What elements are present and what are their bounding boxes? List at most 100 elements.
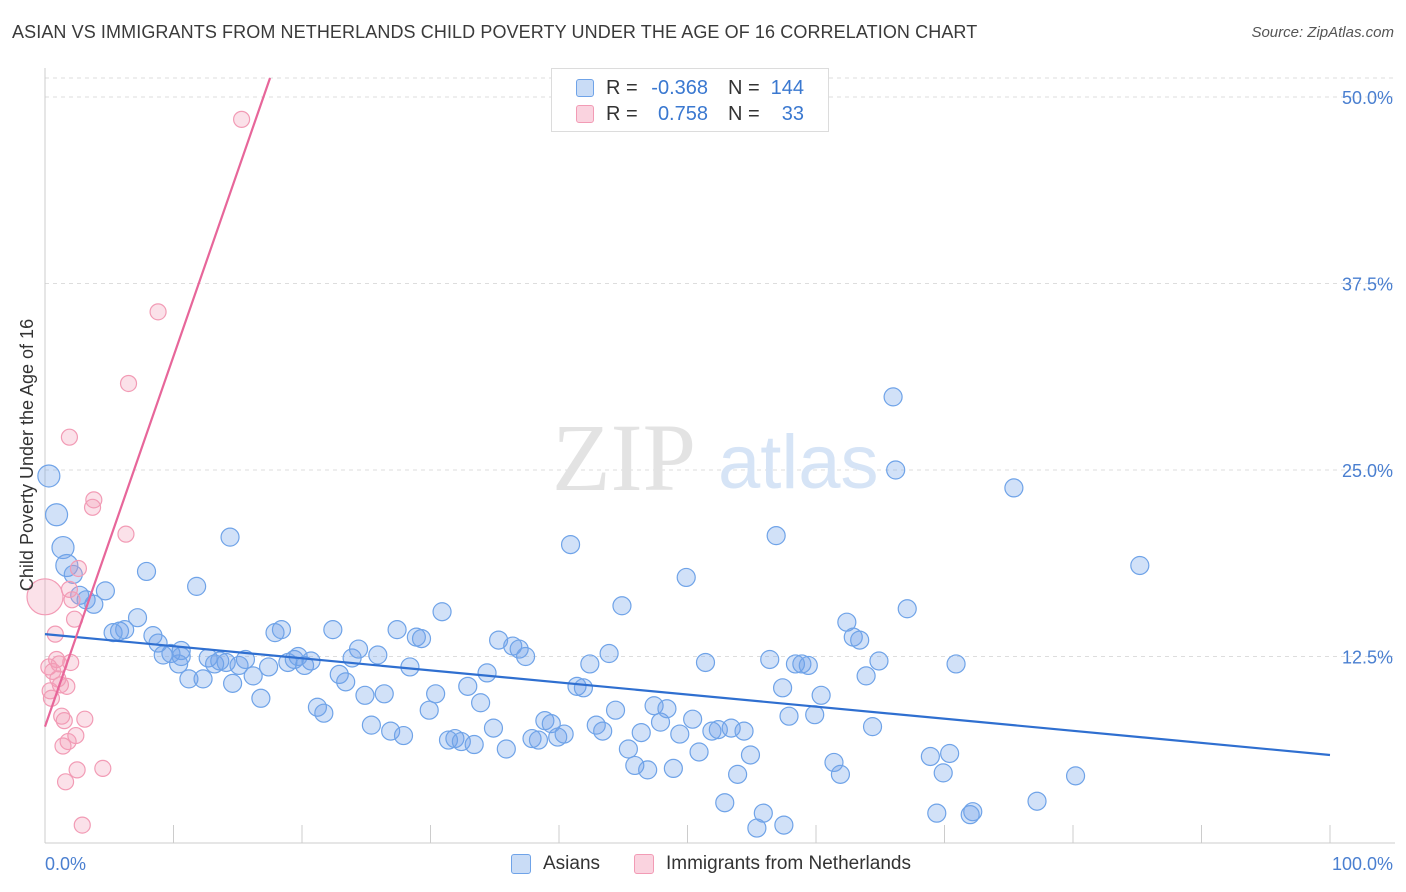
asian-point-53 <box>387 620 407 640</box>
asian-point-22 <box>193 669 213 689</box>
asian-point-96 <box>663 758 683 779</box>
asian-point-59 <box>426 684 446 704</box>
asian-point-11 <box>115 620 135 640</box>
asian-point-47 <box>348 639 369 659</box>
asian-point-112 <box>766 526 786 546</box>
asian-point-65 <box>464 734 484 755</box>
bottom-legend-asians: Asians <box>511 851 600 877</box>
asian-point-142 <box>774 815 794 835</box>
neth-point-30 <box>119 374 138 393</box>
grid-lines <box>45 77 1395 657</box>
asian-point-48 <box>355 685 375 705</box>
asian-point-116 <box>792 654 812 674</box>
asian-point-100 <box>689 742 709 762</box>
bottom-swatch-asians <box>511 854 531 874</box>
y-axis-title: Child Poverty Under the Age of 16 <box>17 319 37 591</box>
neth-point-18 <box>63 591 81 609</box>
watermark: ZIP atlas <box>552 404 879 511</box>
asian-point-114 <box>779 706 799 726</box>
asian-point-67 <box>477 663 497 683</box>
asian-point-3 <box>55 553 79 578</box>
asian-point-120 <box>824 752 844 773</box>
asian-point-75 <box>528 730 549 750</box>
asian-point-136 <box>963 802 983 822</box>
asian-point-29 <box>220 527 240 547</box>
asian-point-49 <box>361 715 381 735</box>
bottom-legend-neth: Immigrants from Netherlands <box>634 851 911 877</box>
asian-point-50 <box>368 645 388 665</box>
asian-point-98 <box>676 567 696 588</box>
asian-point-137 <box>1004 478 1024 498</box>
asian-point-57 <box>411 628 432 649</box>
legend-n-value: 33 <box>781 102 804 125</box>
neth-point-24 <box>76 710 94 728</box>
asian-point-79 <box>554 724 574 744</box>
tick-labels: 12.5% 25.0% 37.5% 50.0% 0.0% 100.0% <box>45 88 1393 874</box>
neth-points <box>26 110 251 834</box>
legend: R = -0.368 N = 144 R = 0.758 N = 33 <box>551 68 829 132</box>
neth-point-20 <box>67 726 85 745</box>
asian-point-104 <box>715 793 735 813</box>
neth-point-13 <box>56 773 75 791</box>
asian-point-20 <box>179 669 199 689</box>
asian-point-70 <box>496 739 516 759</box>
asian-point-31 <box>243 666 263 686</box>
neth-trend-line <box>43 77 272 727</box>
asian-point-0 <box>37 464 61 488</box>
asian-point-143 <box>171 646 191 667</box>
asian-point-99 <box>683 709 703 729</box>
asian-point-128 <box>883 387 903 407</box>
asian-point-89 <box>618 739 638 759</box>
y-tick-label-1: 25.0% <box>1342 461 1393 481</box>
neth-point-27 <box>94 759 112 778</box>
asian-point-129 <box>886 460 906 480</box>
asian-point-85 <box>593 721 613 741</box>
asian-point-58 <box>419 700 439 720</box>
asian-point-72 <box>509 639 529 659</box>
asian-point-64 <box>458 676 478 696</box>
asian-point-80 <box>560 534 581 555</box>
asian-point-13 <box>136 561 157 582</box>
asian-point-81 <box>567 676 587 696</box>
asian-point-119 <box>811 685 831 705</box>
watermark-zip: ZIP <box>552 404 696 511</box>
asian-point-131 <box>920 746 940 767</box>
asian-point-117 <box>798 655 818 676</box>
neth-point-16 <box>60 580 79 598</box>
asian-point-87 <box>605 700 626 720</box>
watermark-atlas: atlas <box>718 420 879 505</box>
asian-point-126 <box>862 717 883 737</box>
axes <box>44 68 1395 844</box>
y-tick-label-2: 37.5% <box>1342 275 1393 295</box>
neth-point-26 <box>85 491 103 509</box>
bottom-label-neth: Immigrants from Netherlands <box>666 853 911 874</box>
asian-point-124 <box>850 630 870 650</box>
legend-r-label: R = <box>606 76 638 99</box>
legend-r-value: 0.758 <box>657 102 708 125</box>
neth-point-12 <box>55 712 73 730</box>
asian-point-54 <box>393 725 414 746</box>
legend-n-value: 144 <box>770 76 804 99</box>
asian-point-27 <box>223 673 243 693</box>
asian-point-43 <box>323 620 343 640</box>
asian-point-74 <box>522 728 542 749</box>
asian-point-8 <box>95 581 115 601</box>
y-tick-label-0: 12.5% <box>1342 648 1393 668</box>
asian-point-82 <box>573 678 594 698</box>
asian-point-92 <box>638 760 658 780</box>
asian-point-140 <box>1130 555 1150 576</box>
asian-point-135 <box>946 654 966 674</box>
asian-point-25 <box>210 651 230 671</box>
asian-point-44 <box>329 664 349 685</box>
asian-point-88 <box>612 596 632 616</box>
asian-point-35 <box>271 620 292 640</box>
asian-point-108 <box>740 745 761 765</box>
asian-point-60 <box>432 602 452 622</box>
legend-n-label: N = <box>728 76 760 99</box>
asian-point-132 <box>927 803 947 823</box>
neth-point-22 <box>68 761 86 779</box>
asian-point-127 <box>869 651 889 671</box>
asian-point-40 <box>301 651 321 671</box>
asian-point-21 <box>187 576 207 596</box>
asian-point-91 <box>631 722 651 743</box>
